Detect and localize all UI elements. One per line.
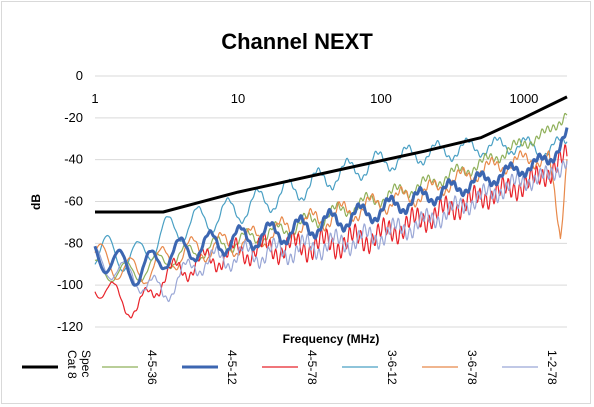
series-line-3-6-78 xyxy=(94,150,568,285)
y-axis-title: dB xyxy=(29,194,43,210)
y-tick-label: -100 xyxy=(57,277,83,292)
gridlines xyxy=(95,75,567,328)
x-axis-title: Frequency (MHz) xyxy=(283,332,380,346)
x-tick-label: 1000 xyxy=(509,91,538,106)
legend-label: 4-5-12 xyxy=(225,350,239,385)
legend-label: 1-2-78 xyxy=(545,350,559,385)
x-tick-label: 100 xyxy=(370,91,392,106)
series-line-4-5-12 xyxy=(93,127,569,287)
y-tick-label: -20 xyxy=(64,110,83,125)
series-layer xyxy=(93,95,569,319)
series-line-4-5-78 xyxy=(94,144,568,319)
legend-label-line2: Spec xyxy=(79,350,93,377)
legend: Cat 8 Spec 4-5-36 4-5-12 4-5-78 3-6-12 3-6-78 1… xyxy=(22,350,559,385)
legend-label: 4-5-36 xyxy=(145,350,159,385)
y-tick-label: 0 xyxy=(76,68,83,83)
x-tick-label: 10 xyxy=(231,91,245,106)
legend-label: 3-6-78 xyxy=(465,350,479,385)
y-tick-label: -120 xyxy=(57,319,83,334)
chart-title: Channel NEXT xyxy=(221,29,373,54)
y-tick-label: -40 xyxy=(64,152,83,167)
series-line-cat-8-spec xyxy=(95,95,568,214)
tick-labels: 0 -20 -40 -60 -80 -100 -120 1 10 100 1000 xyxy=(57,68,538,334)
legend-label: 4-5-78 xyxy=(305,350,319,385)
y-tick-label: -60 xyxy=(64,194,83,209)
legend-label: 3-6-12 xyxy=(385,350,399,385)
legend-label: Cat 8 xyxy=(65,350,79,379)
series-line-1-2-78 xyxy=(94,160,568,303)
y-tick-label: -80 xyxy=(64,235,83,250)
x-tick-label: 1 xyxy=(91,91,98,106)
series-line-3-6-12 xyxy=(94,136,568,272)
